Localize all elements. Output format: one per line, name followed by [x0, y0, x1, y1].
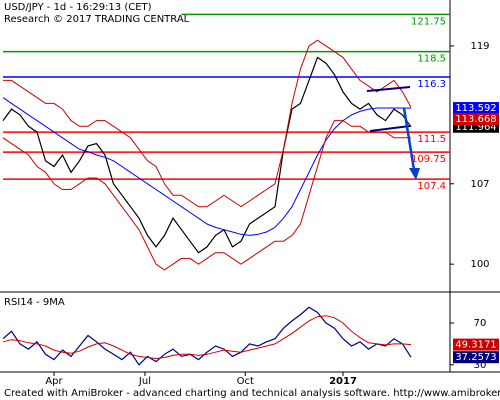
plot-layer: 100 107 119 121.75 118.5 116.3 111.5 109.75 107.… [2, 13, 499, 387]
chart-title: USD/JPY - 1d - 16:29:13 (CET) [4, 2, 152, 13]
level-label: 116.3 [417, 79, 446, 90]
last-value-box [453, 351, 499, 364]
series-line [2, 56, 412, 254]
y-tick-label: 100 [470, 259, 489, 270]
level-label: 109.75 [411, 154, 446, 165]
last-value-label: 111.964 [455, 122, 496, 133]
y-tick-label: 70 [474, 318, 487, 329]
last-value-label: 113.592 [455, 103, 496, 114]
y-tick-label: 107 [470, 179, 489, 190]
last-value-box [453, 102, 499, 115]
forecast-arrow [402, 107, 416, 171]
x-tick-label: Oct [237, 376, 254, 387]
level-label: 107.4 [417, 181, 446, 192]
y-tick-label: 30 [474, 360, 487, 371]
last-value-label: 113.668 [455, 114, 496, 125]
level-label: 111.5 [417, 134, 446, 145]
series-line [2, 120, 411, 271]
triangle-lower [369, 125, 411, 132]
series-line [2, 315, 412, 360]
triangle-upper [366, 86, 411, 92]
forecast-arrow-head [409, 168, 420, 180]
series-line [2, 306, 412, 366]
last-value-box [453, 113, 499, 126]
level-label: 118.5 [417, 54, 446, 65]
last-value-label: 37.2573 [455, 352, 496, 363]
last-value-box [453, 338, 499, 351]
series-line [3, 39, 412, 208]
last-value-label: 49.3171 [455, 340, 496, 351]
x-tick-label: Jul [138, 376, 151, 387]
rsi-title: RSI14 - 9MA [4, 297, 65, 308]
last-value-box [453, 120, 499, 133]
level-label: 121.75 [411, 16, 446, 27]
y-tick-label: 119 [470, 41, 489, 52]
chart-subtitle: Research © 2017 TRADING CENTRAL [4, 14, 190, 25]
footer: Created with AmiBroker - advanced charti… [4, 388, 500, 399]
x-tick-label: Apr [45, 376, 63, 387]
x-tick-label: 2017 [329, 376, 357, 387]
